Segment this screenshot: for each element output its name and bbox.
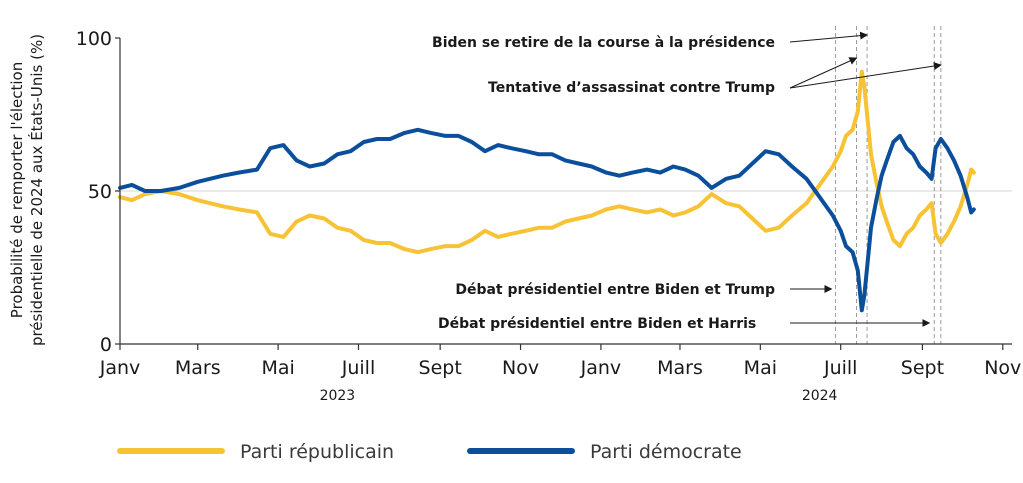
legend-label-democrat: Parti démocrate <box>590 441 742 463</box>
x-tick-label: Mars <box>175 357 221 379</box>
x-tick-label: Janv <box>580 357 622 379</box>
x-tick-label: Mars <box>657 357 703 379</box>
year-label: 2023 <box>320 388 356 404</box>
event-lines: Débat présidentiel entre Biden et TrumpT… <box>834 26 942 344</box>
y-tick-label: 0 <box>100 334 112 356</box>
legend-label-republican: Parti républicain <box>240 441 394 463</box>
annotation-arrow <box>789 31 869 43</box>
x-tick-label: Nov <box>984 357 1021 379</box>
x-tick-label: Sept <box>901 357 944 379</box>
annotation-arrow <box>789 62 942 89</box>
year-label: 2024 <box>802 388 838 404</box>
y-axis-label: Probabilité de remporter l'élection prés… <box>8 34 46 346</box>
x-tick-label: Sept <box>419 357 462 379</box>
series-line-republican <box>118 69 976 255</box>
series-layer <box>118 69 976 313</box>
x-tick-label: Juill <box>341 357 375 379</box>
x-tick-label: Mai <box>261 357 294 379</box>
y-tick-label: 100 <box>76 28 112 50</box>
axes: 0 50 100 Janv Mars Mai Juill Sept Nov Janv Mars Mai… <box>76 28 1022 404</box>
x-tick-label: Nov <box>502 357 539 379</box>
annotation-arrow <box>789 57 858 89</box>
x-tick-label: Mai <box>744 357 777 379</box>
y-axis-label-line-2: présidentielle de 2024 aux États-Unis (%… <box>27 34 46 346</box>
x-tick-label: Juill <box>823 357 857 379</box>
annotation-label: Biden se retire de la course à la présid… <box>432 35 775 51</box>
y-tick-label: 50 <box>88 181 112 203</box>
series-line-democrat <box>118 127 976 313</box>
legend: Parti républicain Parti démocrate <box>117 441 742 463</box>
annotation-label: Débat présidentiel entre Biden et Harris <box>438 316 756 332</box>
annotation-label: Tentative d’assassinat contre Trump <box>488 80 775 96</box>
annotation-label: Débat présidentiel entre Biden et Trump <box>455 282 775 298</box>
annotations: Biden se retire de la course à la présid… <box>432 31 942 332</box>
y-axis-label-line-1: Probabilité de remporter l'élection <box>8 62 26 318</box>
x-tick-label: Janv <box>99 357 141 379</box>
